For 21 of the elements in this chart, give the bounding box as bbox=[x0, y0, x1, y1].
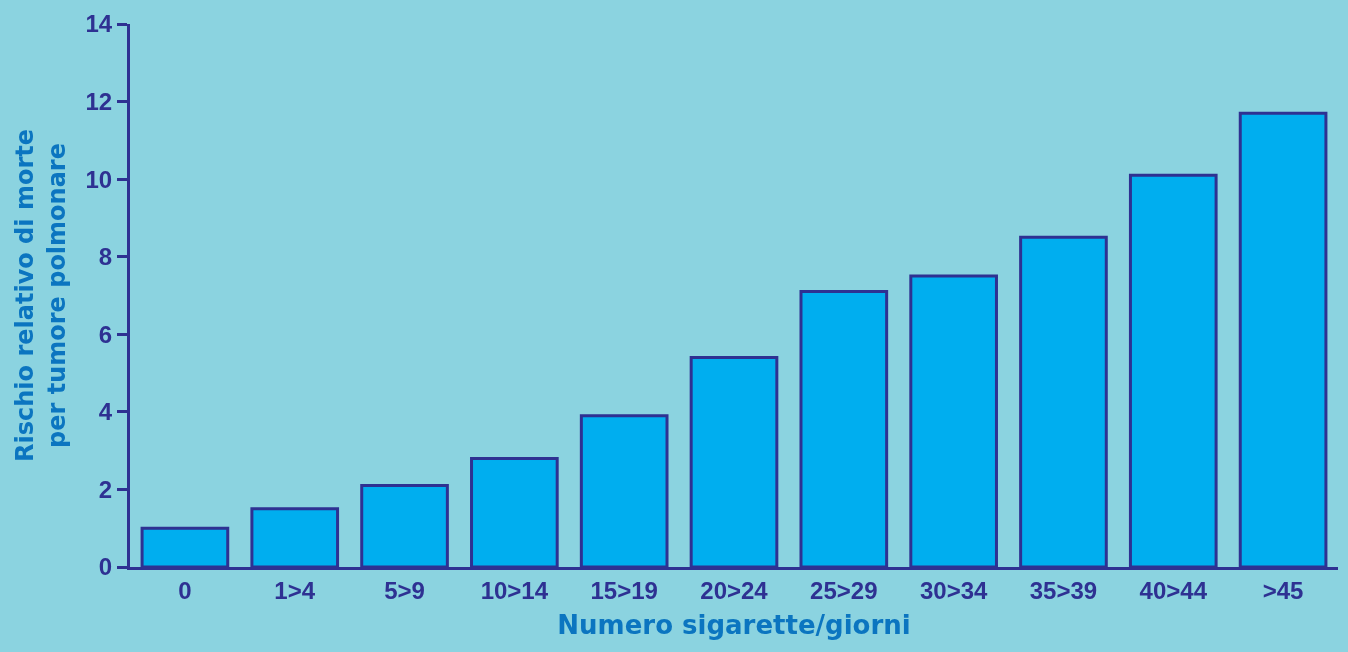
y-tick-label: 0 bbox=[98, 553, 113, 581]
y-tick-label: 6 bbox=[98, 320, 113, 348]
x-tick-label: 25>29 bbox=[810, 576, 878, 604]
y-tick-label: 10 bbox=[85, 165, 113, 193]
x-tick-label: 35>39 bbox=[1029, 576, 1098, 604]
y-tick-label: 8 bbox=[98, 243, 113, 271]
y-tick-label: 12 bbox=[85, 87, 113, 115]
x-tick-label: 10>14 bbox=[480, 576, 549, 604]
y-tick-label: 4 bbox=[98, 398, 113, 426]
x-tick-label: >45 bbox=[1262, 576, 1304, 604]
y-tick-label: 14 bbox=[85, 10, 113, 38]
x-tick-label: 1>4 bbox=[274, 576, 316, 604]
x-tick-label: 5>9 bbox=[384, 576, 425, 604]
x-tick-label: 40>44 bbox=[1139, 576, 1208, 604]
x-axis-title: Numero sigarette/giorni bbox=[557, 610, 911, 641]
x-tick-label: 30>34 bbox=[919, 576, 988, 604]
y-tick-label: 2 bbox=[98, 475, 113, 503]
x-tick-label: 15>19 bbox=[590, 576, 658, 604]
y-axis-title: Rischio relativo di morte per tumore polmonare bbox=[11, 129, 71, 462]
x-tick-label: 0 bbox=[178, 576, 192, 604]
x-tick-label: 20>24 bbox=[700, 576, 769, 604]
